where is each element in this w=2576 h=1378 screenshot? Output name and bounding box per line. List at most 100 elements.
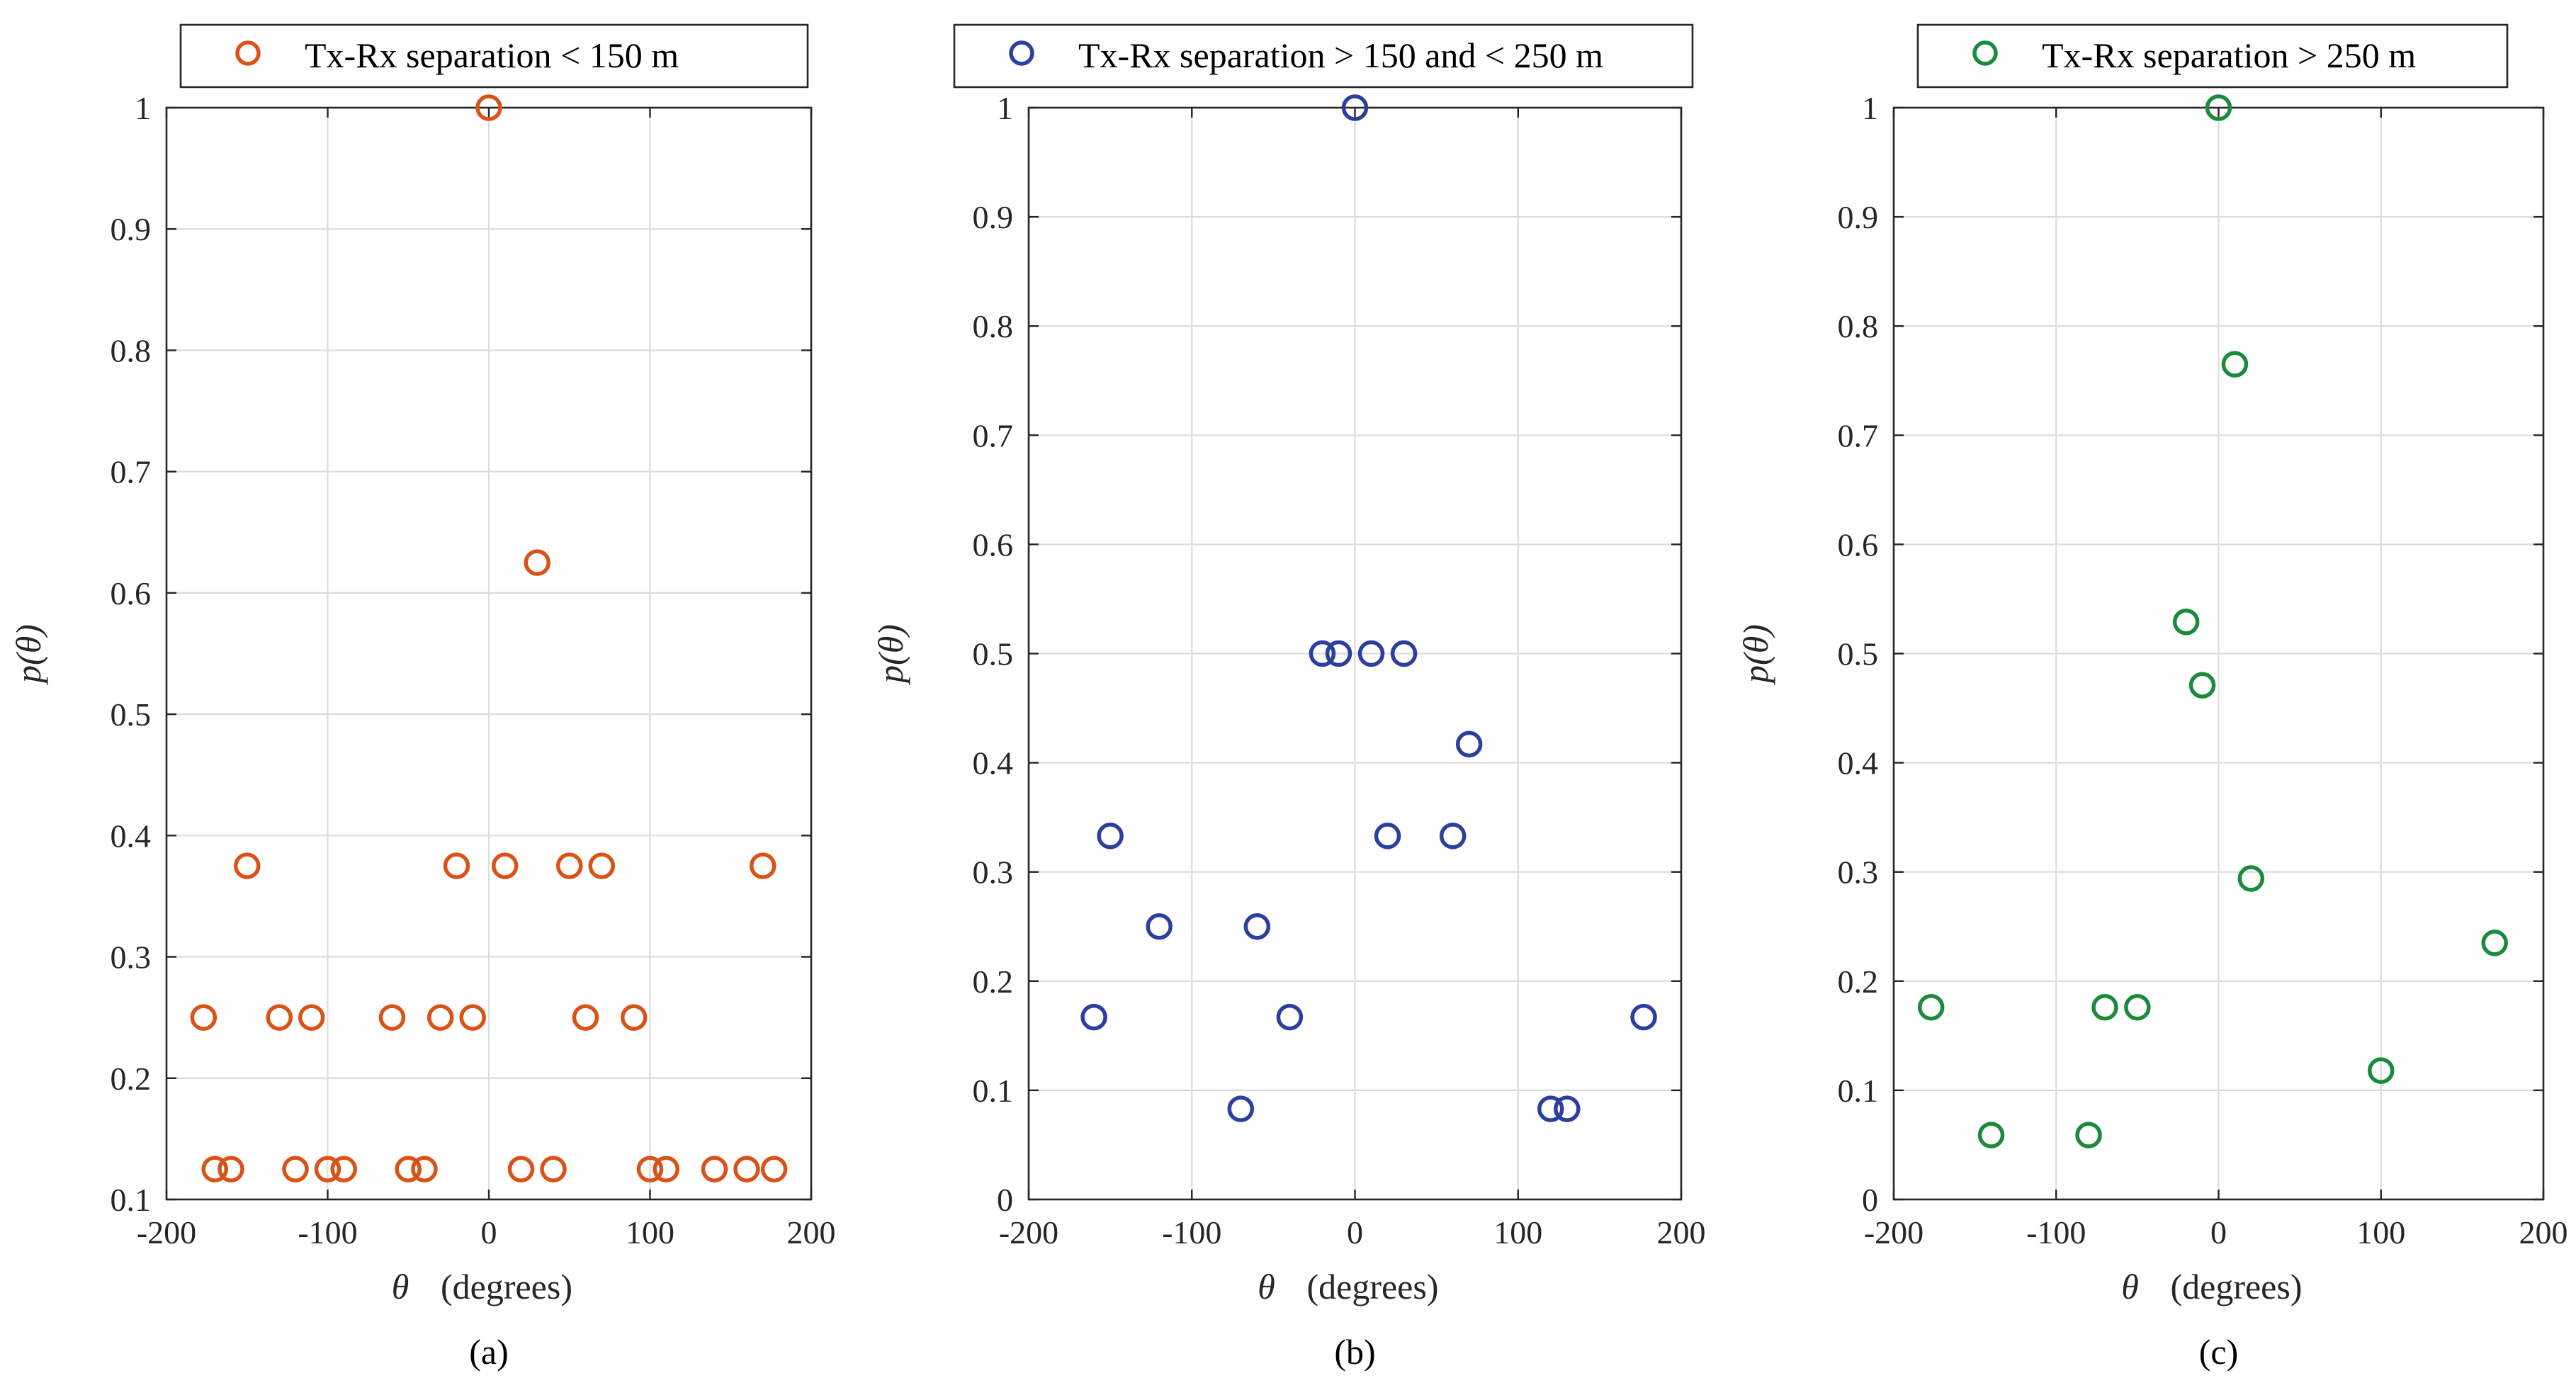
panel-a-data-point xyxy=(411,1156,438,1182)
panel-b-y-tick-label: 0.4 xyxy=(973,745,1014,781)
panel-c-data-point xyxy=(2205,94,2232,121)
panel-a-data-point xyxy=(760,1156,788,1182)
panel-b-y-tick-label: 0.6 xyxy=(973,526,1014,563)
panel-b-legend: Tx-Rx separation > 150 and < 250 m xyxy=(953,23,1694,89)
panel-a-data-point xyxy=(653,1156,679,1182)
panel-a-data-point xyxy=(378,1004,406,1031)
panel-a-data-point xyxy=(282,1156,309,1182)
panel-b-data-point xyxy=(1243,913,1271,940)
panel-a-y-tick-label: 1 xyxy=(135,90,151,126)
panel-c-markers xyxy=(1917,94,2508,1148)
panel-b-data-point xyxy=(1374,823,1401,849)
panel-c-legend: Tx-Rx separation > 250 m xyxy=(1916,23,2509,89)
panel-c-x-axis-units: (degrees) xyxy=(2171,1267,2303,1306)
panel-a-data-point xyxy=(507,1156,535,1182)
panel-c-data-point xyxy=(2221,351,2249,378)
panel-a-data-point xyxy=(266,1004,293,1031)
panel-b-grid xyxy=(1029,108,1681,1199)
panel-b-ticks: -200 -100 0 100 200 0 0.1 0.2 0.3 0.4 0.5 0.6 0.7 0.8… xyxy=(973,90,1706,1250)
panel-b-y-tick-label: 0.8 xyxy=(973,308,1014,344)
panel-b-x-tick-label: 0 xyxy=(1347,1214,1363,1250)
panel-a-y-tick-label: 0.1 xyxy=(111,1182,152,1218)
panel-a-y-tick-label: 0.4 xyxy=(111,818,152,854)
panel-a-x-tick-label: 200 xyxy=(787,1214,836,1250)
panel-c-y-tick-label: 0.4 xyxy=(1838,745,1879,781)
panel-a-data-point xyxy=(459,1004,486,1031)
panel-a-data-point xyxy=(190,1004,218,1031)
panel-a-ticks: -200 -100 0 100 200 0.1 0.2 0.3 0.4 0.5 0.6 0.7 0.8 0… xyxy=(111,90,836,1250)
panel-c-y-tick-label: 0.3 xyxy=(1838,854,1879,891)
panel-a-data-point xyxy=(750,852,776,879)
panel-c-data-point xyxy=(2075,1122,2102,1148)
panel-c-data-point xyxy=(2481,930,2508,956)
panel-a-data-point xyxy=(556,852,583,879)
panel-b-data-point xyxy=(1080,1003,1107,1031)
panel-b-data-point xyxy=(1390,640,1418,667)
panel-c-ticks: -200 -100 0 100 200 0 0.1 0.2 0.3 0.4 0.5 0.6 0.7 0.8… xyxy=(1838,90,2568,1250)
panel-c-y-tick-label: 0.7 xyxy=(1838,417,1879,453)
panel-b-legend-box xyxy=(953,23,1694,89)
panel-b-x-tick-label: 200 xyxy=(1657,1214,1706,1250)
panel-b-data-point xyxy=(1455,730,1483,758)
panel-b-legend-marker xyxy=(1009,40,1034,66)
panel-b-data-point xyxy=(1146,913,1173,940)
panel-c-y-tick-label: 1 xyxy=(1862,90,1878,126)
panel-b-data-point xyxy=(1276,1003,1304,1031)
panel-b-caption: (b) xyxy=(1334,1332,1375,1372)
panel-a-legend-marker xyxy=(235,40,261,66)
panel-a-x-tick-label: 100 xyxy=(626,1214,674,1250)
panel-a-y-tick-label: 0.2 xyxy=(111,1061,152,1097)
panel-a-data-point xyxy=(733,1156,760,1182)
panel-b: -200 -100 0 100 200 0 0.1 0.2 0.3 0.4 0.5 0.6 0.7 0.8… xyxy=(871,23,1706,1372)
panel-c-x-tick-label: 200 xyxy=(2519,1214,2568,1250)
panel-a-data-point xyxy=(395,1156,422,1182)
panel-b-data-point xyxy=(1309,640,1336,667)
panel-c-caption: (c) xyxy=(2199,1332,2239,1372)
panel-a-data-point xyxy=(475,94,502,121)
panel-c-y-tick-label: 0.6 xyxy=(1838,526,1879,563)
panel-a-data-point xyxy=(540,1156,567,1182)
panel-c-y-tick-label: 0.9 xyxy=(1838,199,1879,235)
panel-b-x-axis-symbol: θ xyxy=(1258,1267,1275,1306)
panel-c-y-tick-label: 0.1 xyxy=(1838,1073,1879,1109)
panel-c-data-point xyxy=(2172,609,2200,636)
panel-a-y-tick-label: 0.5 xyxy=(111,696,152,733)
panel-a-data-point xyxy=(636,1156,664,1182)
panel-a-y-tick-label: 0.3 xyxy=(111,939,152,976)
panel-c-y-tick-label: 0.5 xyxy=(1838,636,1879,672)
panel-a-data-point xyxy=(524,549,550,576)
panel-c-y-axis-label: p(θ) xyxy=(1736,624,1775,685)
panel-a-x-tick-label: -200 xyxy=(137,1214,196,1250)
panel-b-data-point xyxy=(1227,1095,1255,1122)
panel-b-y-tick-label: 0.1 xyxy=(973,1073,1014,1109)
panel-a-data-point xyxy=(234,852,261,879)
panel-a-x-tick-label: 0 xyxy=(481,1214,497,1250)
panel-c-data-point xyxy=(1917,994,1945,1021)
panel-b-data-point xyxy=(1630,1003,1657,1031)
panel-a-data-point xyxy=(330,1156,357,1182)
panel-c-data-point xyxy=(1977,1122,2005,1148)
panel-b-data-point xyxy=(1439,823,1467,849)
panel-b-y-axis-label: p(θ) xyxy=(871,624,910,685)
panel-b-x-tick-label: 100 xyxy=(1493,1214,1542,1250)
panel-a-data-point xyxy=(443,852,470,879)
panel-a-grid xyxy=(166,108,811,1199)
panel-a-data-point xyxy=(298,1004,325,1031)
panel-b-data-point xyxy=(1554,1095,1581,1122)
panel-a-legend-text: Tx-Rx separation < 150 m xyxy=(305,35,679,75)
panel-a-data-point xyxy=(201,1156,228,1182)
panel-b-x-axis-units: (degrees) xyxy=(1307,1267,1439,1306)
panel-a-data-point xyxy=(492,852,519,879)
panel-a-data-point xyxy=(621,1004,648,1031)
panel-a-x-axis-units: (degrees) xyxy=(441,1267,572,1306)
panel-a-y-tick-label: 0.7 xyxy=(111,454,152,490)
panel-c-grid xyxy=(1894,108,2543,1199)
panel-c-legend-marker xyxy=(1972,40,1998,66)
panel-c-y-tick-label: 0 xyxy=(1862,1182,1878,1218)
panel-b-legend-text: Tx-Rx separation > 150 and < 250 m xyxy=(1078,35,1603,75)
panel-c-legend-box xyxy=(1916,23,2509,89)
panel-a-x-tick-label: -100 xyxy=(298,1214,357,1250)
panel-c-data-point xyxy=(2237,865,2265,892)
panel-c-y-tick-label: 0.8 xyxy=(1838,308,1879,344)
panel-b-x-tick-label: -200 xyxy=(999,1214,1058,1250)
